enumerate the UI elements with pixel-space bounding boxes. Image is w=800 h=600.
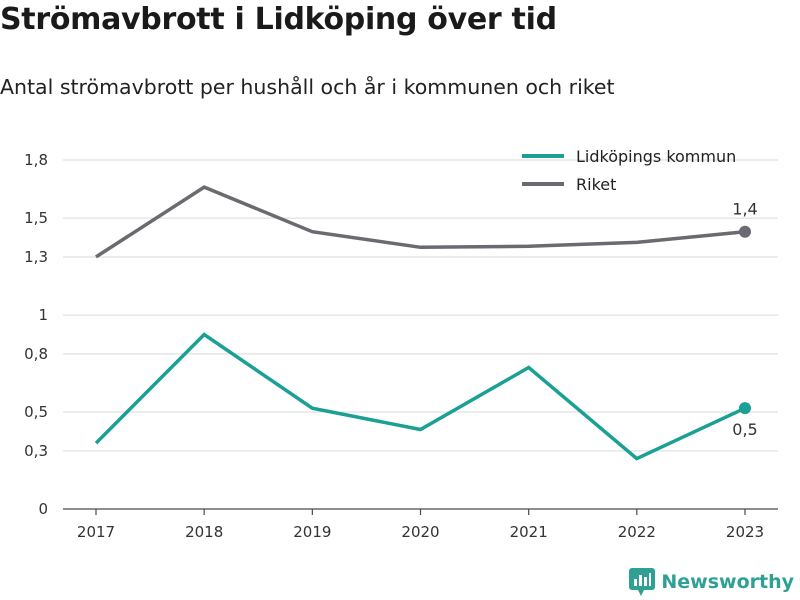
series-lines: [94, 185, 751, 461]
y-tick-label: 1,3: [24, 248, 48, 266]
y-tick-label: 0,5: [24, 403, 48, 421]
chart-subtitle: Antal strömavbrott per hushåll och år i …: [0, 75, 615, 99]
legend-label-1: Lidköpings kommun: [576, 147, 736, 166]
brand-logo: Newsworthy: [629, 568, 794, 596]
x-tick-label: 2018: [185, 523, 223, 541]
x-tick-label: 2023: [726, 523, 764, 541]
y-tick-label: 1,5: [24, 209, 48, 227]
series-end-point-1: [739, 402, 751, 415]
series-end-point-2: [739, 225, 751, 238]
chart-title: Strömavbrott i Lidköping över tid: [0, 2, 557, 37]
y-tick-label: 1: [38, 306, 48, 324]
newsworthy-logo-icon: [629, 568, 656, 596]
x-tick-label: 2021: [510, 523, 548, 541]
series-line-1: [94, 332, 746, 461]
x-tick-label: 2020: [401, 523, 439, 541]
legend: Lidköpings kommun Riket: [522, 147, 736, 194]
axes: 0 0,3 0,5 0,8 1 1,3 1,5 1,8 2017 2018 2019 2020 2021…: [24, 151, 778, 541]
y-tick-label: 0,8: [24, 345, 48, 363]
y-tick-label: 1,8: [24, 151, 48, 169]
legend-label-2: Riket: [576, 175, 616, 194]
x-tick-label: 2022: [618, 523, 656, 541]
data-labels: 0,5 1,4: [732, 200, 757, 439]
end-value-label-2: 1,4: [732, 200, 757, 219]
gridlines: [63, 159, 778, 452]
end-value-label-1: 0,5: [732, 420, 757, 439]
y-tick-label: 0,3: [24, 442, 48, 460]
y-tick-label: 0: [38, 500, 48, 518]
brand-name: Newsworthy: [661, 571, 794, 593]
x-tick-label: 2019: [293, 523, 331, 541]
x-tick-label: 2017: [77, 523, 115, 541]
series-line-2: [95, 185, 746, 259]
